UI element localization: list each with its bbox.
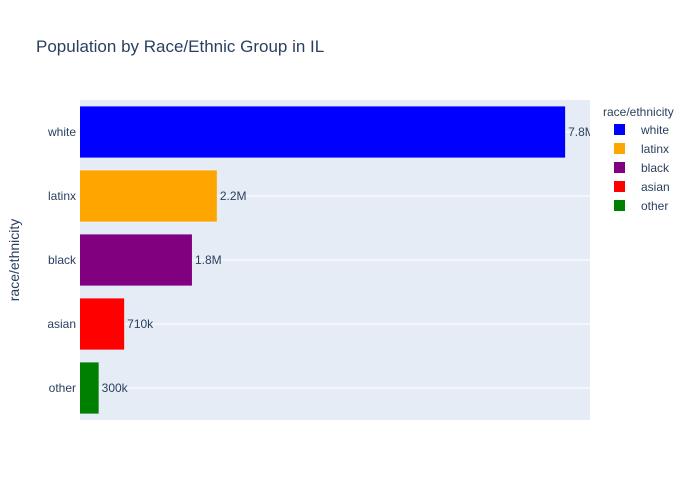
legend[interactable]: race/ethnicity white latinx black asian othe… — [603, 105, 674, 213]
legend-swatch-other — [614, 200, 625, 211]
legend-label-asian[interactable]: asian — [641, 180, 670, 194]
bar-label-latinx: 2.2M — [220, 189, 247, 203]
bar-other[interactable] — [80, 362, 99, 414]
legend-title: race/ethnicity — [603, 105, 674, 119]
legend-label-other[interactable]: other — [641, 199, 668, 213]
bar-black[interactable] — [80, 234, 192, 286]
bar-asian[interactable] — [80, 298, 125, 350]
legend-swatch-black — [614, 162, 625, 173]
legend-label-white[interactable]: white — [640, 123, 669, 137]
bar-label-asian: 710k — [127, 317, 154, 331]
y-tick-white: white — [47, 125, 76, 139]
legend-label-black[interactable]: black — [641, 161, 670, 175]
legend-swatch-latinx — [614, 143, 625, 154]
bars: 7.8M 2.2M 1.8M 710k 300k — [80, 106, 595, 414]
y-tick-asian: asian — [47, 317, 76, 331]
legend-swatch-asian — [614, 181, 625, 192]
chart-title: Population by Race/Ethnic Group in IL — [36, 37, 324, 56]
bar-white[interactable] — [80, 106, 566, 158]
y-tick-latinx: latinx — [48, 189, 76, 203]
bar-latinx[interactable] — [80, 170, 217, 222]
y-tick-other: other — [49, 381, 76, 395]
bar-label-black: 1.8M — [195, 253, 222, 267]
y-tick-labels: white latinx black asian other — [47, 125, 77, 395]
legend-swatch-white — [614, 124, 625, 135]
y-tick-black: black — [48, 253, 77, 267]
legend-label-latinx[interactable]: latinx — [641, 142, 669, 156]
bar-label-white: 7.8M — [568, 125, 595, 139]
bar-label-other: 300k — [102, 381, 129, 395]
y-axis-title: race/ethnicity — [6, 219, 22, 301]
